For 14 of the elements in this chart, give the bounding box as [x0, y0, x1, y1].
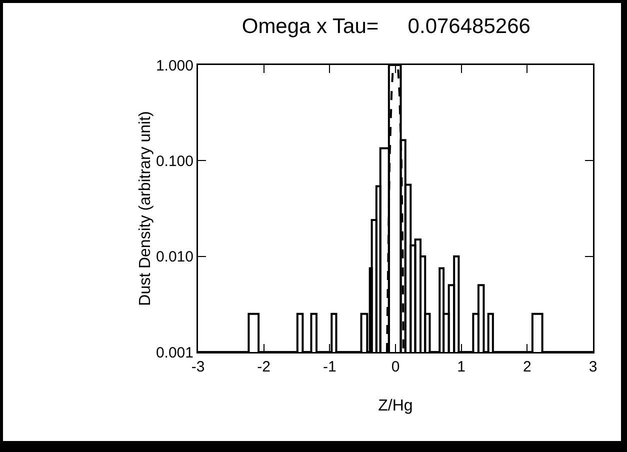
x-tick-label: -3 [191, 358, 205, 376]
chart-title: Omega x Tau= 0.076485266 [242, 15, 530, 38]
x-tick-label: 2 [523, 358, 532, 376]
y-axis-title: Dust Density (arbitrary unit) [136, 111, 154, 306]
x-tick-label: 0 [391, 358, 400, 376]
x-tick-label: -2 [257, 358, 270, 376]
y-tick-label: 1.000 [156, 57, 194, 74]
y-tick-label: 0.010 [156, 248, 194, 266]
y-tick-label: 0.001 [156, 344, 194, 362]
y-tick-label: 0.100 [156, 152, 194, 170]
x-tick-label: 3 [588, 358, 598, 376]
x-axis-title: Z/Hg [378, 398, 413, 414]
x-tick-label: 1 [457, 358, 466, 376]
x-tick-label: -1 [323, 358, 336, 376]
